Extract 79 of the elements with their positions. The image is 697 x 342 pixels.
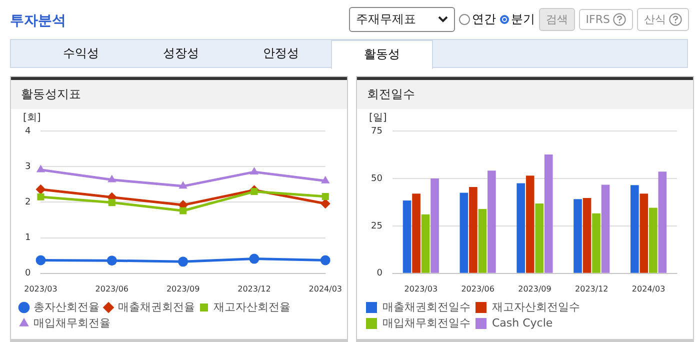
bar <box>516 183 526 273</box>
bar <box>592 213 600 273</box>
bar <box>582 198 592 273</box>
point <box>250 166 259 174</box>
chart-title: 회전일수 <box>357 77 693 109</box>
y-tick-label: 25 <box>371 221 382 232</box>
text: 분기 <box>510 11 535 28</box>
point <box>36 255 46 266</box>
point <box>178 181 188 189</box>
x-tick-label: 2024/03 <box>632 284 666 294</box>
legend-label: 매입채무회전일수 <box>382 316 470 330</box>
bar <box>460 192 468 273</box>
x-tick-label: 2023/12 <box>238 284 271 294</box>
text: 검색 <box>538 8 575 31</box>
text: IFRS <box>578 9 633 30</box>
x-tick-label: 2023/09 <box>166 284 200 294</box>
y-tick-label: 1 <box>24 233 31 244</box>
point <box>108 199 116 206</box>
text: 활동성 <box>331 40 433 69</box>
text: 투자분석 <box>10 12 66 30</box>
point <box>108 174 116 182</box>
text: 수익성 <box>62 45 100 62</box>
y-tick-label: 50 <box>371 174 383 184</box>
bar <box>601 184 610 273</box>
x-tick-label: 2023/06 <box>461 284 494 294</box>
x-tick-label: 2023/03 <box>404 284 438 294</box>
point <box>180 207 187 214</box>
point <box>37 193 44 200</box>
point <box>178 256 188 267</box>
bar <box>402 200 412 273</box>
point <box>320 255 330 266</box>
y-tick-label: 4 <box>24 126 31 136</box>
x-tick-label: 2023/06 <box>95 284 129 294</box>
bar <box>478 209 487 273</box>
bar <box>535 204 544 273</box>
point <box>322 192 329 200</box>
legend-label: Cash Cycle <box>492 316 553 330</box>
legend-label: 매출채권회전율 <box>118 300 195 314</box>
bar <box>658 172 667 273</box>
y-tick-label: 0 <box>24 268 31 279</box>
legend-label: 재고자산회전율 <box>214 300 290 314</box>
legend-label: 매입채무회전율 <box>34 316 110 330</box>
point <box>36 184 46 194</box>
y-axis-title: [일] <box>369 112 387 124</box>
point <box>106 256 117 266</box>
x-tick-label: 2023/12 <box>575 284 608 294</box>
bar <box>526 176 534 273</box>
y-tick-label: 2 <box>24 198 31 208</box>
point <box>321 176 330 184</box>
x-tick-label: 2023/09 <box>518 284 552 294</box>
point <box>320 198 330 209</box>
y-tick-label: 0 <box>376 268 383 279</box>
bar <box>630 185 639 273</box>
x-tick-label: 2024/03 <box>308 284 342 294</box>
chart-title: 활동성지표 <box>11 77 347 109</box>
bar <box>430 178 439 273</box>
point <box>36 164 46 172</box>
legend-label: 매출채권회전일수 <box>382 300 470 314</box>
y-axis-title: [회] <box>23 112 41 124</box>
y-tick-label: 3 <box>24 162 31 172</box>
legend-label: 재고자산회전일수 <box>492 300 580 314</box>
bar <box>544 154 553 273</box>
bar <box>574 199 582 273</box>
text: 주재무제표 <box>348 7 455 32</box>
point <box>249 254 260 264</box>
y-tick-label: 75 <box>371 126 382 136</box>
bar <box>469 187 478 273</box>
bar <box>649 208 658 273</box>
text: 산식 <box>637 8 689 31</box>
text: 연간 <box>470 11 496 28</box>
text: 성장성 <box>162 45 200 62</box>
x-tick-label: 2023/03 <box>24 284 58 294</box>
legend-label: 총자산회전율 <box>34 300 100 314</box>
point <box>250 188 258 196</box>
bar <box>412 194 420 273</box>
bar <box>640 194 648 273</box>
bar <box>488 170 496 273</box>
text: 안정성 <box>262 45 300 62</box>
bar <box>421 214 430 273</box>
